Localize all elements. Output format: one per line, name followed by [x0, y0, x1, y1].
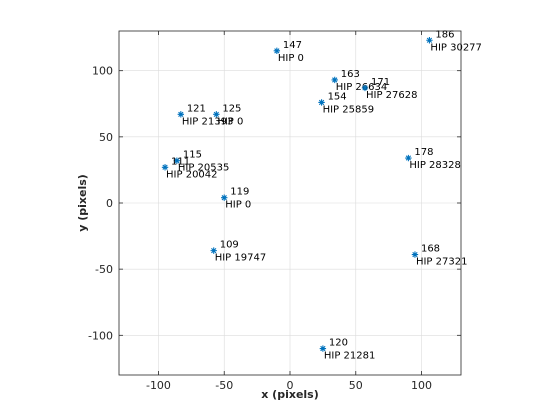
- data-point: 119 HIP 0: [221, 187, 251, 211]
- point-hip-label: HIP 0: [217, 116, 243, 127]
- point-hip-label: HIP 30277: [430, 42, 482, 53]
- x-tick-label: 50: [349, 379, 363, 392]
- point-hip-label: HIP 0: [278, 53, 304, 64]
- asterisk-marker: [361, 84, 369, 92]
- data-point: 120 HIP 21281: [319, 338, 376, 362]
- x-axis-label: x (pixels): [261, 388, 319, 401]
- point-hip-label: HIP 20535: [178, 163, 230, 174]
- point-hip-label: HIP 19747: [215, 253, 267, 264]
- point-id-label: 109: [220, 240, 239, 251]
- y-tick-label: -50: [95, 263, 113, 276]
- axis-ticks: -100 -50 0 50 100 -100 -50 0 50 100: [88, 31, 461, 392]
- point-hip-label: HIP 27628: [366, 90, 418, 101]
- asterisk-marker: [221, 194, 228, 201]
- point-hip-label: HIP 21393: [182, 116, 234, 127]
- point-hip-label: HIP 20042: [166, 169, 218, 180]
- asterisk-marker: [331, 76, 338, 84]
- data-point: 163 HIP 26634: [331, 69, 388, 93]
- data-point: 115 HIP 20535: [173, 150, 230, 174]
- asterisk-marker: [319, 345, 327, 352]
- y-tick-label: 100: [92, 65, 113, 78]
- asterisk-marker: [177, 111, 185, 118]
- asterisk-marker: [273, 47, 281, 55]
- data-point: 125 HIP 0: [213, 103, 243, 127]
- point-id-label: 171: [371, 77, 390, 88]
- asterisk-marker: [210, 247, 217, 254]
- point-hip-label: HIP 26634: [336, 82, 388, 93]
- point-id-label: 186: [435, 29, 454, 40]
- point-id-label: 111: [171, 156, 190, 167]
- data-point: 147 HIP 0: [273, 40, 304, 64]
- x-tick-label: -100: [146, 379, 171, 392]
- point-hip-label: HIP 25859: [323, 104, 375, 115]
- asterisk-marker: [213, 111, 220, 118]
- asterisk-marker: [161, 164, 169, 171]
- point-id-label: 147: [283, 40, 302, 51]
- asterisk-marker: [411, 251, 419, 258]
- x-tick-label: 0: [287, 379, 294, 392]
- point-hip-label: HIP 27321: [416, 257, 468, 268]
- point-id-label: 178: [414, 147, 433, 158]
- asterisk-marker: [318, 99, 325, 106]
- y-tick-label: 50: [99, 131, 113, 144]
- x-tick-label: 100: [411, 379, 432, 392]
- point-hip-label: HIP 21281: [324, 351, 376, 362]
- y-axis-label: y (pixels): [76, 174, 89, 232]
- point-id-label: 163: [341, 69, 360, 80]
- data-point: 168 HIP 27321: [411, 244, 468, 268]
- point-id-label: 121: [187, 103, 206, 114]
- point-hip-label: HIP 28328: [409, 160, 461, 171]
- point-id-label: 119: [230, 187, 249, 198]
- asterisk-marker: [173, 157, 181, 164]
- data-point: 178 HIP 28328: [405, 147, 461, 171]
- data-point: 121 HIP 21393: [177, 103, 234, 127]
- data-point: 111 HIP 20042: [161, 156, 218, 180]
- data-point: 186 HIP 30277: [426, 29, 482, 53]
- data-point: 154 HIP 25859: [318, 91, 374, 115]
- point-id-label: 154: [328, 91, 347, 102]
- y-tick-label: 0: [106, 197, 113, 210]
- point-id-label: 115: [183, 150, 202, 161]
- grid-lines: [119, 31, 461, 375]
- point-id-label: 168: [421, 244, 440, 255]
- asterisk-marker: [426, 37, 433, 44]
- data-point: 109 HIP 19747: [210, 240, 267, 264]
- y-tick-label: -100: [88, 329, 113, 342]
- asterisk-marker: [405, 154, 412, 162]
- x-tick-label: -50: [215, 379, 233, 392]
- point-id-label: 120: [329, 338, 348, 349]
- data-point: 171 HIP 27628: [361, 77, 418, 101]
- point-id-label: 125: [222, 103, 241, 114]
- point-hip-label: HIP 0: [225, 200, 251, 211]
